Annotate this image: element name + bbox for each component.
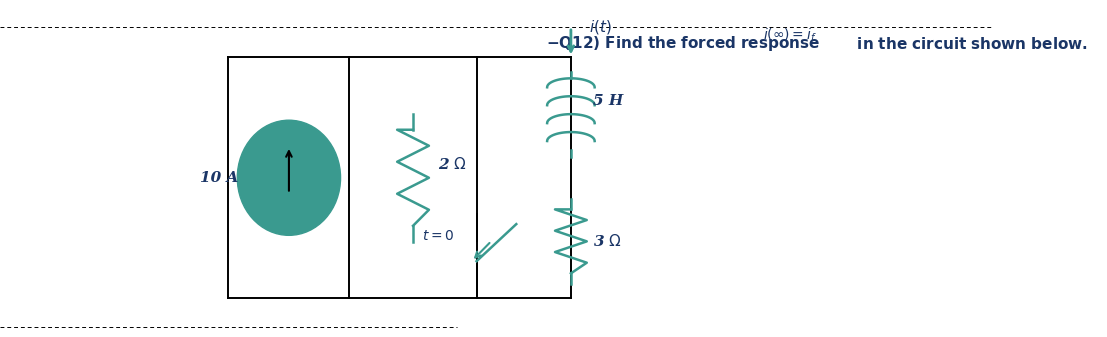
Text: $\mathbf{in\ the\ circuit\ shown\ below.}$: $\mathbf{in\ the\ circuit\ shown\ below.… <box>852 36 1088 52</box>
Text: $i(t)$: $i(t)$ <box>589 18 611 36</box>
Text: $i(\infty) = i_f$: $i(\infty) = i_f$ <box>763 27 816 44</box>
Text: 10 A: 10 A <box>200 171 239 185</box>
Text: $\mathbf{-Q12)}$ $\mathbf{Find\ the\ forced\ response}$: $\mathbf{-Q12)}$ $\mathbf{Find\ the\ for… <box>546 34 820 53</box>
Text: 2 $\Omega$: 2 $\Omega$ <box>438 156 467 172</box>
Text: 3 $\Omega$: 3 $\Omega$ <box>592 234 622 249</box>
Text: 5 H: 5 H <box>592 94 623 108</box>
Ellipse shape <box>237 120 341 235</box>
Text: $t = 0$: $t = 0$ <box>422 229 454 243</box>
